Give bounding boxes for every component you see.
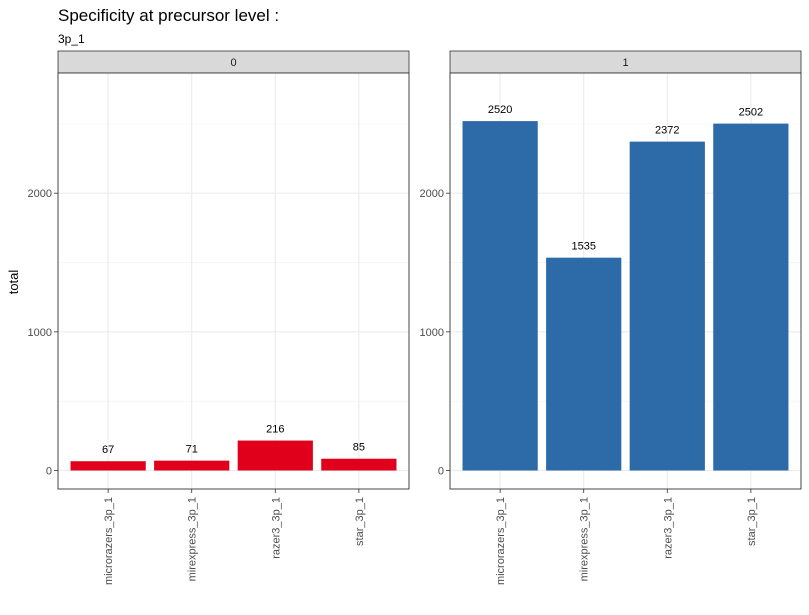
x-tick-label: microrazers_3p_1 (495, 497, 507, 585)
x-tick-label: razer3_3p_1 (270, 497, 282, 559)
y-tick-label: 1000 (28, 327, 52, 339)
y-tick-label: 0 (46, 466, 52, 478)
bar-value-label: 2372 (655, 125, 679, 137)
y-tick-label: 1000 (420, 327, 444, 339)
bar-microrazers_3p_1 (462, 121, 538, 471)
facet-strip-label: 0 (230, 57, 236, 69)
bar-razer3_3p_1 (237, 440, 313, 471)
bar-mirexpress_3p_1 (546, 257, 622, 471)
x-tick-label: mirexpress_3p_1 (579, 497, 591, 581)
x-tick-label: mirexpress_3p_1 (187, 497, 199, 581)
bar-razer3_3p_1 (629, 141, 705, 471)
facet-panel-0: 0 67 71 216 85 0 1000 2000 microrazers_3p_1 mirex… (28, 50, 410, 585)
facet-strip-label: 1 (622, 57, 628, 69)
bar-microrazers_3p_1 (70, 461, 146, 471)
bar-value-label: 2502 (739, 107, 763, 119)
y-tick-label: 2000 (28, 188, 52, 200)
panel-border (449, 72, 802, 490)
x-tick-label: star_3p_1 (746, 497, 758, 546)
x-tick-label: star_3p_1 (354, 497, 366, 546)
facet-panels: 0 67 71 216 85 0 1000 2000 microrazers_3p_1 mirex… (28, 50, 802, 585)
chart-subtitle: 3p_1 (58, 32, 85, 46)
bar-value-label: 85 (353, 442, 365, 454)
bar-value-label: 2520 (488, 104, 512, 116)
x-tick-label: microrazers_3p_1 (103, 497, 115, 585)
bar-value-label: 216 (266, 424, 284, 436)
chart-title: Specificity at precursor level : (58, 6, 279, 25)
bar-value-label: 67 (102, 444, 114, 456)
bar-mirexpress_3p_1 (154, 460, 230, 471)
bar-value-label: 71 (186, 444, 198, 456)
x-tick-label: razer3_3p_1 (662, 497, 674, 559)
y-tick-label: 2000 (420, 188, 444, 200)
bar-value-label: 1535 (571, 241, 595, 253)
bar-star_3p_1 (713, 123, 789, 471)
facet-panel-1: 1 2520 1535 2372 2502 0 1000 2000 microrazers_3p… (420, 50, 802, 585)
y-tick-label: 0 (438, 466, 444, 478)
bar-star_3p_1 (321, 458, 397, 471)
y-axis-title: total (6, 270, 21, 295)
panel-background (58, 73, 409, 489)
panel-border (57, 72, 410, 490)
